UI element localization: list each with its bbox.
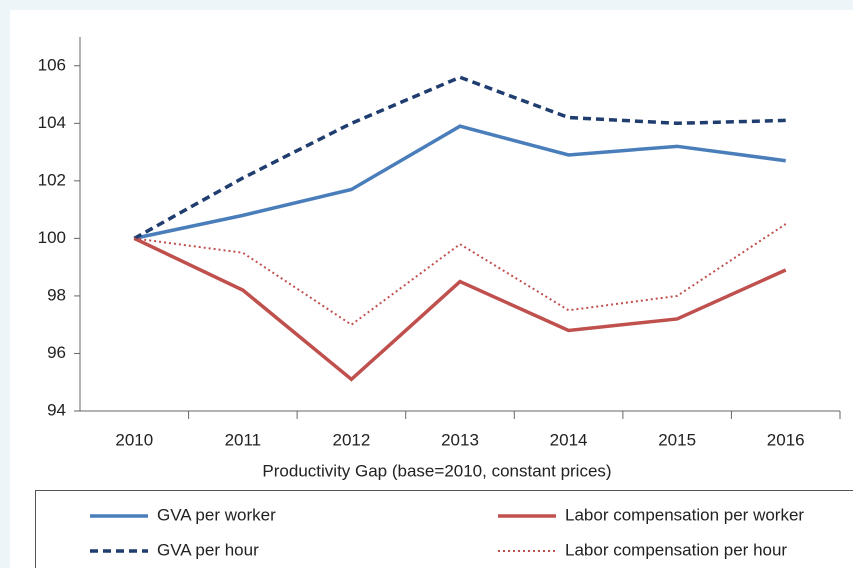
chart-panel bbox=[10, 10, 853, 568]
series-line bbox=[133, 124, 786, 241]
y-tick-label: 96 bbox=[47, 343, 66, 362]
y-tick-label: 98 bbox=[47, 285, 66, 304]
x-tick-label: 2012 bbox=[333, 430, 371, 449]
series-line bbox=[133, 75, 786, 240]
series-line bbox=[133, 236, 787, 382]
y-tick-label: 100 bbox=[38, 228, 66, 247]
y-tick-label: 106 bbox=[38, 55, 66, 74]
legend-label: Labor compensation per hour bbox=[565, 540, 787, 559]
x-tick-label: 2010 bbox=[115, 430, 153, 449]
x-tick-label: 2014 bbox=[550, 430, 588, 449]
y-tick-label: 102 bbox=[38, 170, 66, 189]
legend-label: GVA per hour bbox=[157, 540, 259, 559]
x-tick-label: 2016 bbox=[767, 430, 805, 449]
legend-box bbox=[35, 490, 853, 568]
y-tick-label: 94 bbox=[47, 400, 66, 419]
series-line bbox=[134, 223, 787, 326]
y-tick-label: 104 bbox=[38, 113, 66, 132]
x-tick-label: 2013 bbox=[441, 430, 479, 449]
legend-label: GVA per worker bbox=[157, 505, 276, 524]
x-tick-label: 2011 bbox=[225, 430, 262, 449]
x-axis-title: Productivity Gap (base=2010, constant pr… bbox=[262, 461, 611, 480]
legend-label: Labor compensation per worker bbox=[565, 505, 804, 524]
x-tick-label: 2015 bbox=[658, 430, 696, 449]
